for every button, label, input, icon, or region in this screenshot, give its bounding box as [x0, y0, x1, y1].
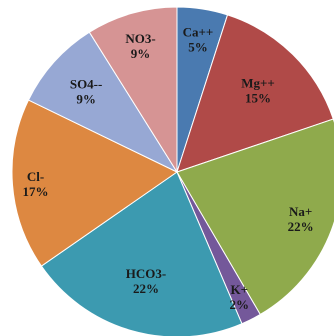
- pie-label-value: 9%: [76, 92, 96, 107]
- pie-label-so4: SO4--9%: [70, 77, 103, 107]
- pie-label-hco3: HCO3-22%: [126, 266, 166, 296]
- pie-label-value: 17%: [23, 184, 49, 199]
- pie-label-name: Ca++: [183, 24, 214, 39]
- pie-slice-mg: [176, 14, 334, 173]
- pie-label-value: 5%: [188, 39, 208, 54]
- pie-label-value: 2%: [230, 297, 250, 312]
- pie-label-name: HCO3-: [126, 266, 166, 281]
- pie-label-value: 22%: [133, 281, 159, 296]
- pie-label-name: Cl-: [27, 169, 44, 184]
- pie-label-cl: Cl-17%: [23, 169, 49, 199]
- pie-labels: Ca++ 5%Mg++ 15%Na+ 22%K+ 2%HCO3-22%Cl-17%SO4…: [23, 24, 314, 312]
- pie-label-name: K+: [231, 282, 249, 297]
- pie-slice-cl: [11, 99, 178, 267]
- pie-label-no3: NO3-9%: [125, 31, 155, 61]
- pie-label-name: NO3-: [125, 31, 155, 46]
- pie-label-name: Na+: [289, 204, 312, 219]
- pie-label-value: 15%: [245, 91, 271, 106]
- pie-label-name: SO4--: [70, 77, 103, 92]
- pie-label-ca: Ca++ 5%: [183, 24, 214, 54]
- pie-label-name: Mg++: [241, 76, 275, 91]
- pie-label-value: 9%: [131, 46, 151, 61]
- pie-label-k: K+ 2%: [230, 282, 250, 312]
- pie-slice-na: [176, 118, 334, 316]
- pie-slice-so4: [27, 31, 179, 174]
- pie-label-na: Na+ 22%: [288, 204, 314, 234]
- pie-slices: [11, 6, 334, 336]
- pie-slice-no3: [88, 6, 178, 174]
- pie-label-value: 22%: [288, 219, 314, 234]
- pie-label-mg: Mg++ 15%: [241, 76, 275, 106]
- pie-slice-hco3: [40, 171, 243, 336]
